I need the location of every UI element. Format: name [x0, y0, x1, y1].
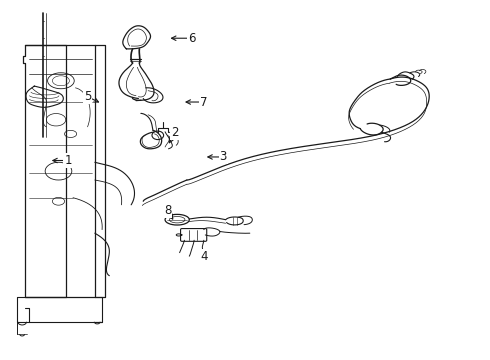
Text: 5: 5 [84, 90, 91, 103]
Text: 2: 2 [171, 126, 178, 139]
Text: 6: 6 [188, 32, 196, 45]
Text: 7: 7 [200, 95, 208, 108]
Text: 4: 4 [200, 250, 208, 263]
Text: 1: 1 [64, 154, 72, 167]
Text: 8: 8 [164, 204, 171, 217]
Text: 3: 3 [220, 150, 227, 163]
